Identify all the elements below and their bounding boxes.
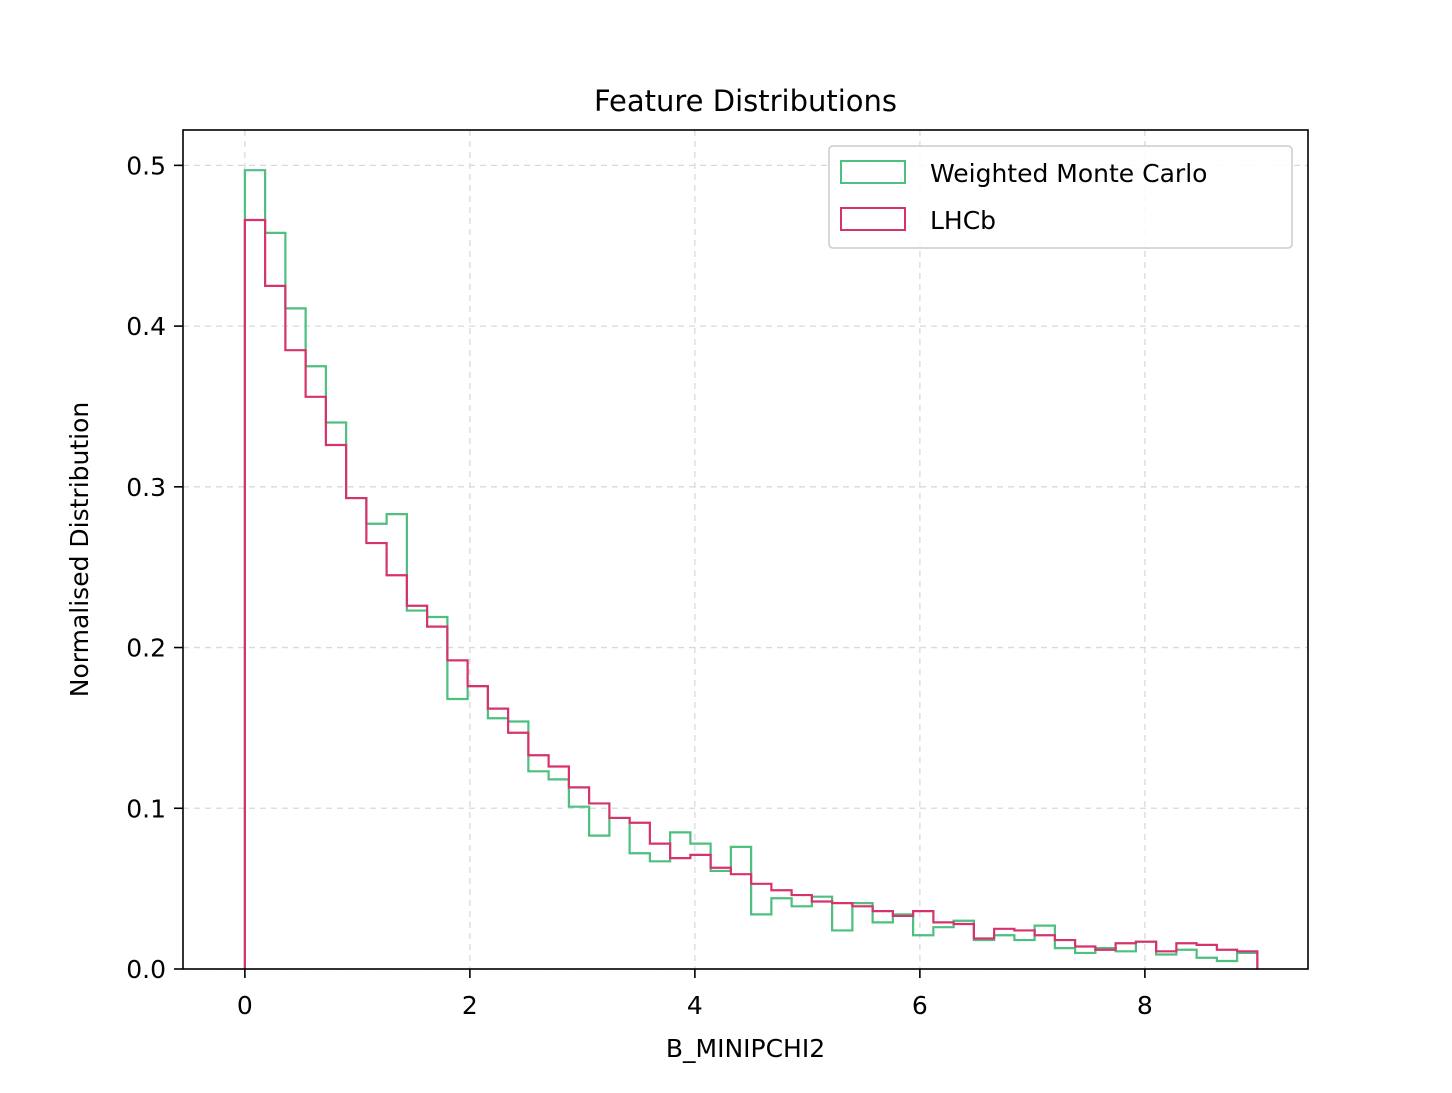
y-tick-label: 0.5 bbox=[126, 151, 166, 180]
y-axis-label: Normalised Distribution bbox=[65, 402, 94, 697]
y-tick-label: 0.1 bbox=[126, 794, 166, 823]
legend-label-lhcb: LHCb bbox=[930, 206, 996, 235]
x-tick-label: 6 bbox=[912, 991, 928, 1020]
series-layer bbox=[243, 169, 1259, 969]
legend-label-weighted-monte-carlo: Weighted Monte Carlo bbox=[930, 159, 1207, 188]
x-tick-label: 4 bbox=[687, 991, 703, 1020]
x-tick-label: 2 bbox=[462, 991, 478, 1020]
x-tick-label: 8 bbox=[1137, 991, 1153, 1020]
y-tick-label: 0.2 bbox=[126, 634, 166, 663]
axes-frame bbox=[182, 129, 1309, 970]
x-axis-label: B_MINIPCHI2 bbox=[666, 1034, 825, 1063]
legend-swatch-weighted-monte-carlo bbox=[840, 160, 906, 184]
x-tick-label: 0 bbox=[237, 991, 253, 1020]
y-tick-label: 0.3 bbox=[126, 473, 166, 502]
y-tick-label: 0.4 bbox=[126, 312, 166, 341]
chart-title: Feature Distributions bbox=[594, 84, 897, 118]
series-lhcb bbox=[243, 218, 1259, 969]
ticks: 0 2 4 6 8 0.0 0.1 0.2 0.3 0.4 0.5 bbox=[126, 151, 1153, 1020]
legend: Weighted Monte Carlo LHCb bbox=[828, 145, 1293, 249]
legend-swatch-lhcb bbox=[840, 207, 906, 231]
legend-box bbox=[828, 145, 1293, 249]
y-tick-label: 0.0 bbox=[126, 955, 166, 984]
